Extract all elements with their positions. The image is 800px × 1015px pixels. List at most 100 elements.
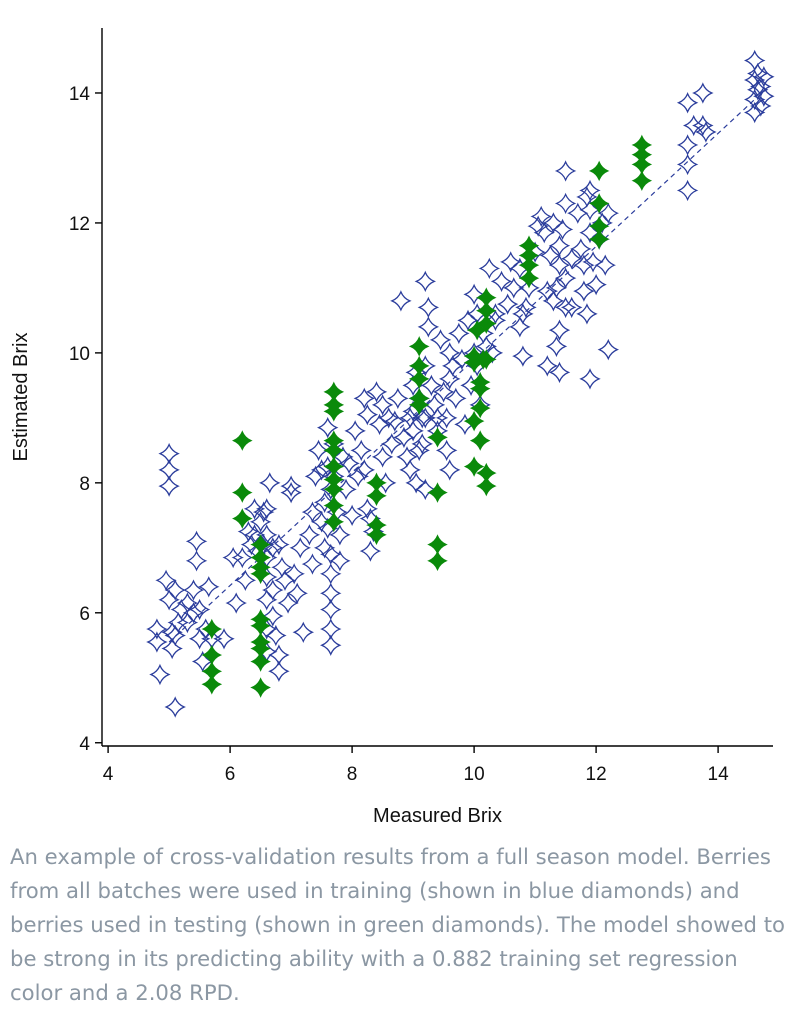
testing-point [466, 319, 488, 341]
data-points [146, 49, 775, 718]
training-point [338, 452, 360, 475]
training-point [377, 407, 400, 429]
training-point [149, 663, 171, 686]
training-point [567, 202, 589, 224]
testing-point [201, 673, 223, 695]
training-point [411, 433, 433, 455]
training-point [560, 247, 583, 270]
testing-point [366, 485, 387, 507]
testing-point [231, 430, 253, 451]
scatter-chart: 4 6 8 10 12 14 4 6 8 10 12 14 Measured Brix Estima… [10, 28, 775, 827]
training-point [292, 621, 315, 644]
y-tick-label: 12 [69, 214, 90, 235]
training-point [234, 569, 257, 592]
training-point [298, 524, 321, 546]
training-point [371, 446, 394, 468]
training-point [164, 696, 186, 718]
training-point [576, 303, 598, 325]
training-point [390, 290, 412, 312]
training-point [164, 624, 186, 647]
y-tick-label: 14 [69, 84, 91, 105]
training-point [573, 254, 595, 276]
training-point [530, 205, 552, 228]
training-point [277, 592, 299, 614]
training-point [213, 628, 235, 650]
x-tick-label: 8 [347, 764, 358, 785]
testing-point [366, 524, 387, 546]
training-point [320, 618, 342, 640]
training-point [414, 478, 437, 501]
training-point [316, 416, 339, 439]
training-point [353, 459, 376, 481]
training-point [435, 439, 458, 462]
training-point [554, 192, 577, 215]
training-point [417, 316, 440, 338]
training-point [268, 660, 290, 683]
training-point [582, 251, 604, 273]
training-point [548, 254, 571, 276]
training-point [402, 420, 424, 442]
testing-point [469, 430, 491, 451]
training-point [188, 598, 211, 621]
series-testing [201, 134, 653, 698]
testing-point [588, 228, 610, 250]
testing-point [408, 368, 430, 390]
training-point [146, 618, 168, 640]
training-point [399, 459, 421, 481]
testing-point [408, 394, 430, 416]
y-tick-label: 4 [79, 734, 90, 755]
training-point [554, 296, 577, 319]
training-point [341, 504, 363, 527]
testing-point [250, 651, 271, 672]
training-point [191, 650, 214, 673]
training-point [750, 95, 772, 117]
training-point [750, 75, 772, 98]
training-point [344, 420, 366, 442]
training-point [484, 309, 507, 332]
training-point [432, 381, 455, 403]
x-tick-label: 14 [708, 764, 730, 785]
training-point [695, 121, 717, 143]
training-point [259, 472, 281, 494]
training-point [426, 407, 449, 429]
training-point [396, 446, 418, 468]
training-point [365, 381, 388, 403]
training-point [438, 459, 461, 481]
training-point [274, 569, 296, 592]
training-point [405, 472, 427, 494]
training-point [280, 481, 302, 504]
training-point [170, 598, 193, 621]
training-point [548, 361, 571, 384]
x-tick-label: 6 [225, 764, 236, 785]
testing-point [427, 550, 448, 572]
training-point [579, 221, 601, 244]
training-point [545, 277, 568, 299]
training-point [146, 631, 168, 653]
training-point [551, 218, 574, 241]
training-point [515, 296, 537, 319]
training-point [676, 153, 699, 176]
training-point [262, 579, 284, 601]
training-point [262, 605, 284, 627]
training-point [222, 546, 244, 569]
testing-point [518, 267, 540, 289]
training-point [313, 537, 336, 559]
training-point [268, 644, 290, 666]
training-point [359, 540, 382, 562]
x-tick-label: 4 [103, 764, 114, 785]
testing-point [631, 170, 653, 192]
training-point [676, 179, 699, 202]
training-point [435, 407, 458, 429]
training-point [542, 290, 565, 312]
training-point [182, 602, 205, 624]
training-point [417, 296, 440, 319]
training-point [597, 202, 620, 224]
plot-area: 4 6 8 10 12 14 4 6 8 10 12 14 [69, 28, 775, 785]
testing-point [469, 371, 491, 393]
testing-point [475, 313, 497, 334]
training-point [335, 478, 357, 501]
training-point [198, 576, 220, 598]
training-point [442, 355, 464, 377]
testing-point [250, 563, 271, 585]
training-point [573, 280, 595, 302]
